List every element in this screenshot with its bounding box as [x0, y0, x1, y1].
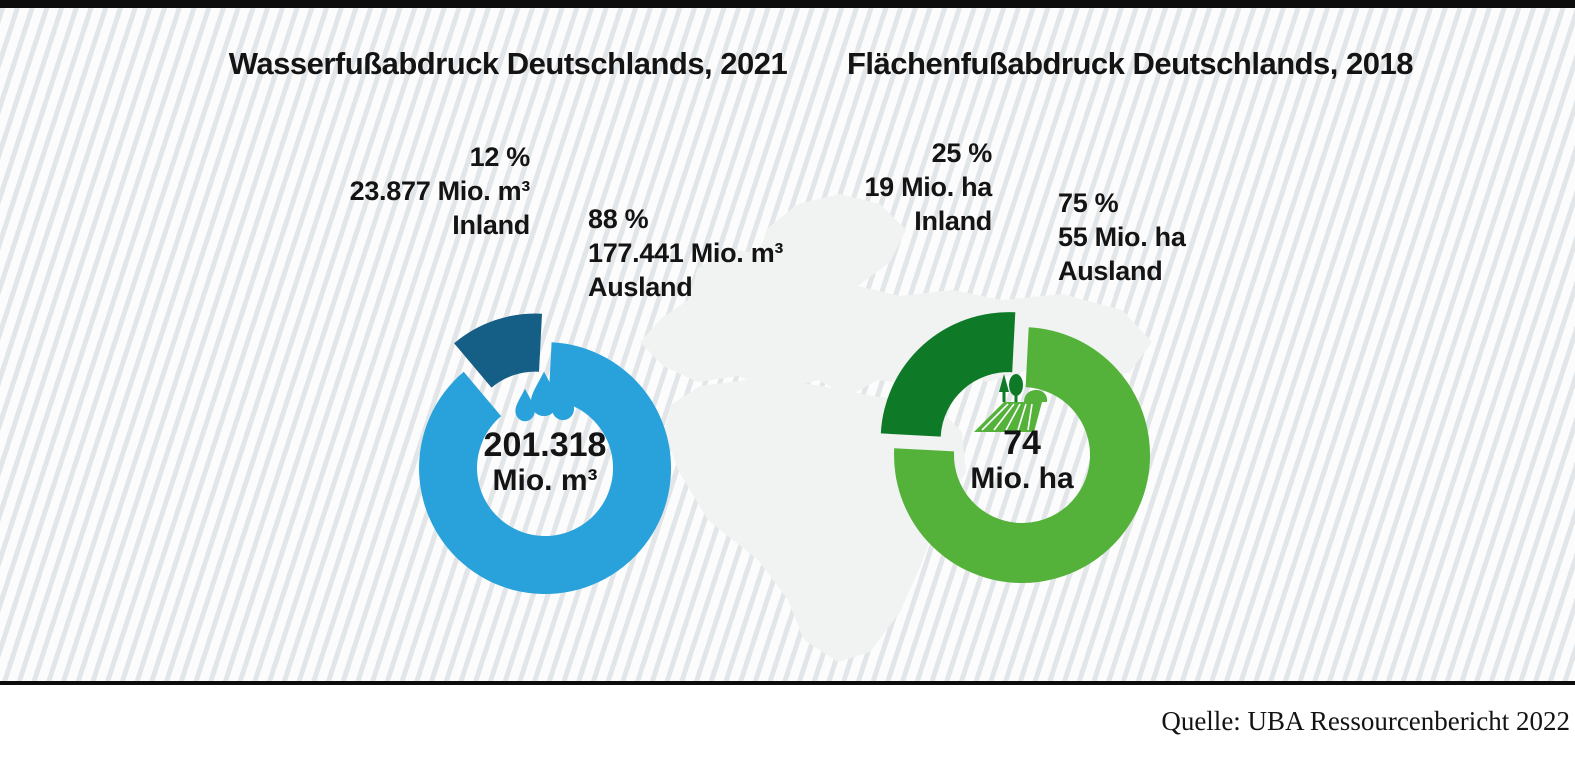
land-ausland-category: Ausland	[1058, 256, 1163, 286]
land-inland-percent: 25 %	[931, 138, 993, 168]
land-total-unit: Mio. ha	[970, 462, 1074, 495]
source-credit: Quelle: UBA Ressourcenbericht 2022	[1161, 706, 1570, 736]
field-trees-icon	[974, 374, 1048, 432]
world-map-silhouette	[640, 194, 1152, 662]
water-inland-percent: 12 %	[469, 142, 531, 172]
slice-inland-1-exploded	[880, 312, 1016, 437]
land-total-value: 74	[1003, 424, 1041, 462]
land-inland-value: 19 Mio. ha	[864, 172, 992, 202]
land-ausland-value: 55 Mio. ha	[1058, 222, 1186, 252]
slice-inland-0-exploded	[454, 313, 542, 388]
bottom-frame-line	[0, 681, 1575, 685]
water-inland-value: 23.877 Mio. m³	[349, 176, 531, 206]
water-ausland-label: 88 % 177.441 Mio. m³ Ausland	[588, 202, 783, 304]
water-total-unit: Mio. m³	[492, 464, 598, 497]
land-inland-label: 25 % 19 Mio. ha Inland	[712, 136, 992, 238]
land-ausland-label: 75 % 55 Mio. ha Ausland	[1058, 186, 1186, 288]
water-inland-label: 12 % 23.877 Mio. m³ Inland	[250, 140, 531, 242]
water-total-value: 201.318	[483, 426, 607, 464]
water-footprint-donut	[419, 313, 672, 595]
water-chart-title: Wasserfußabdruck Deutschlands, 2021	[228, 46, 788, 81]
land-inland-category: Inland	[914, 206, 992, 236]
water-drops-icon	[515, 371, 575, 422]
top-frame-bar	[0, 0, 1575, 8]
slice-ausland-1	[894, 327, 1151, 584]
water-ausland-category: Ausland	[588, 272, 693, 302]
water-inland-category: Inland	[452, 210, 530, 240]
land-ausland-percent: 75 %	[1058, 188, 1119, 218]
water-ausland-percent: 88 %	[588, 204, 649, 234]
water-total-label: 201.318 Mio. m³	[435, 426, 655, 498]
land-footprint-donut	[880, 312, 1151, 584]
land-total-label: 74 Mio. ha	[912, 424, 1132, 496]
slice-ausland-0	[419, 342, 672, 595]
land-chart-title: Flächenfußabdruck Deutschlands, 2018	[846, 46, 1414, 81]
water-ausland-value: 177.441 Mio. m³	[588, 238, 784, 268]
